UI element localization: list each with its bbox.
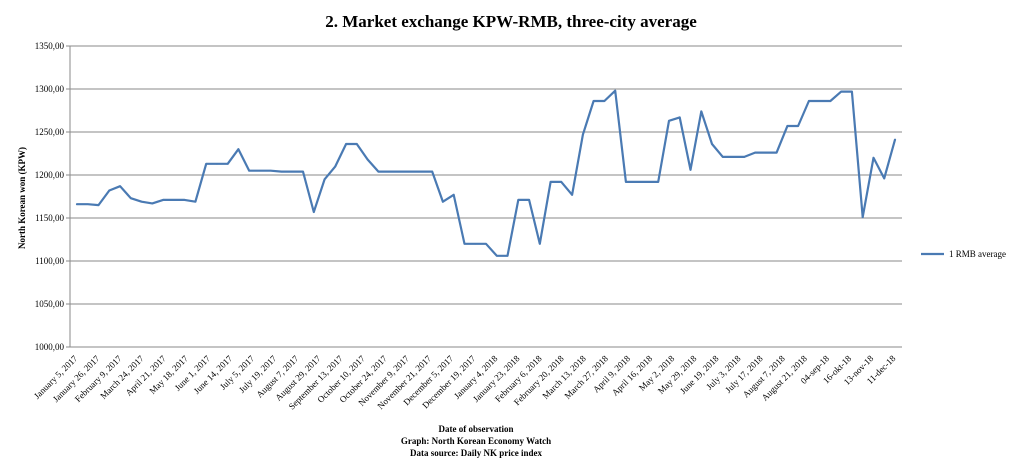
y-axis-ticks: 1000,00 1050,00 1100,00 1150,00 1200,00 1250,… [35,41,70,352]
data-point [840,90,842,93]
y-tick-label: 1100,00 [35,256,64,266]
data-point [474,243,477,245]
data-point [420,170,423,173]
data-point [452,193,455,196]
data-point [323,178,326,181]
y-tick-label: 1050,00 [35,299,65,309]
y-tick-label: 1000,00 [35,342,65,352]
data-point [721,156,724,158]
data-point [334,165,337,168]
data-point [151,202,154,205]
plot-area [75,89,897,257]
data-point [668,120,670,122]
y-axis-title: North Korean won (KPW) [17,147,27,249]
data-point [829,100,832,102]
data-point [517,199,520,201]
data-point [775,151,778,154]
data-point [797,125,799,127]
data-point [108,189,111,192]
data-point [312,211,315,213]
data-point [130,197,132,200]
y-tick-label: 1250,00 [35,127,65,137]
data-point [582,133,584,136]
data-point [269,169,272,172]
data-point [345,143,347,145]
data-point [765,151,767,154]
y-tick-label: 1150,00 [35,213,64,223]
data-point [409,170,412,173]
data-point [614,89,616,92]
gridlines [69,45,902,348]
data-point [495,255,498,257]
data-point [216,163,218,165]
data-point [194,200,197,203]
data-point [280,170,283,173]
footer-graph-credit: Graph: North Korean Economy Watch [401,436,551,446]
data-point [162,199,164,201]
data-point [732,156,735,158]
data-point [442,200,444,203]
data-point [76,203,78,206]
data-point [786,125,789,127]
data-point [377,170,380,173]
data-point [248,169,251,172]
data-point [851,90,853,93]
data-point [140,200,143,203]
data-point [592,100,595,102]
data-point [689,169,692,171]
y-tick-label: 1200,00 [35,170,65,180]
y-tick-label: 1300,00 [35,84,65,94]
data-point [700,110,703,113]
footer-data-source: Data source: Daily NK price index [410,448,543,458]
data-point [237,148,240,150]
data-point [549,181,552,183]
data-point [388,170,390,173]
chart-title: 2. Market exchange KPW-RMB, three-city a… [325,12,697,31]
legend: 1 RMB average [921,249,1006,259]
data-point [754,151,756,154]
data-point [603,100,606,102]
data-point [399,170,401,173]
data-point [625,181,627,183]
data-point [560,181,563,183]
data-point [173,199,175,201]
data-point [506,255,509,257]
data-point [808,100,810,102]
data-point [818,100,821,102]
data-point [657,181,660,183]
data-point [528,199,530,201]
data-point [463,243,466,245]
data-point [259,169,261,172]
data-point [883,177,886,180]
data-point [356,143,358,145]
data-point [872,157,875,159]
data-point [86,203,89,206]
data-point [711,143,713,145]
y-tick-label: 1350,00 [35,41,65,51]
data-point [183,199,186,201]
data-point [571,193,573,196]
data-point [485,243,487,245]
data-point [366,158,369,161]
data-point [743,156,746,158]
data-point [226,163,229,165]
data-point [302,170,304,173]
data-point [119,185,121,187]
data-point [635,181,638,183]
data-point [291,170,294,173]
series-line-rmb-average [75,89,897,257]
data-point [646,181,649,183]
data-point [539,243,541,245]
legend-label: 1 RMB average [949,249,1006,259]
data-point [205,163,207,165]
data-point [861,216,864,218]
data-point [97,204,100,206]
data-point [431,170,433,173]
x-axis-title: Date of observation [439,424,514,434]
data-point [894,138,896,141]
data-point [678,116,681,119]
